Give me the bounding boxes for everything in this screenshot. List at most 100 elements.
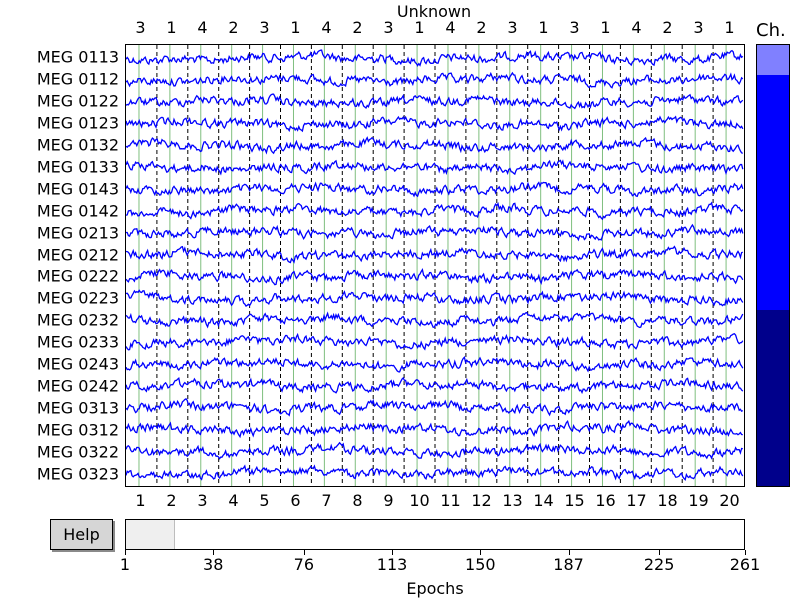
condition-label: 2	[228, 18, 239, 37]
epoch-scroll-tick-mark	[745, 550, 746, 555]
condition-label: 2	[662, 18, 673, 37]
epoch-scroll-tick-mark	[568, 550, 570, 555]
channel-trace[interactable]	[126, 201, 744, 221]
channel-trace[interactable]	[126, 311, 744, 329]
epoch-tick-label: 8	[352, 491, 363, 510]
condition-label: 4	[197, 18, 208, 37]
condition-label: 1	[538, 18, 549, 37]
condition-label: 3	[259, 18, 270, 37]
condition-label: 3	[507, 18, 518, 37]
channel-trace[interactable]	[126, 136, 744, 155]
channel-label[interactable]: MEG 0222	[36, 266, 119, 286]
channel-label[interactable]: MEG 0312	[36, 420, 119, 440]
epoch-scroll-tick-label: 261	[729, 555, 761, 574]
epoch-scroll-tick-mark	[659, 550, 661, 555]
condition-label: 4	[445, 18, 456, 37]
epoch-tick-label: 5	[259, 491, 270, 510]
condition-label: 1	[600, 18, 611, 37]
epoch-scroll-tick-label: 38	[203, 555, 224, 574]
epoch-scroll-tick-mark	[392, 550, 394, 555]
epoch-tick-label: 10	[409, 491, 430, 510]
channel-trace[interactable]	[126, 441, 743, 460]
epochs-plot-area[interactable]	[125, 44, 745, 487]
epoch-tick-label: 17	[626, 491, 647, 510]
epoch-scroll-tick-label: 187	[553, 555, 584, 574]
channel-trace[interactable]	[126, 268, 744, 286]
channel-label[interactable]: MEG 0243	[36, 354, 119, 374]
channel-label[interactable]: MEG 0232	[36, 310, 119, 330]
epoch-scroll-tick-label: 113	[376, 555, 408, 574]
condition-label: 1	[724, 18, 735, 37]
channel-trace[interactable]	[126, 332, 744, 351]
channel-label[interactable]: MEG 0112	[36, 69, 119, 89]
channel-label[interactable]: MEG 0212	[36, 245, 119, 265]
condition-label: 1	[414, 18, 425, 37]
condition-label: 1	[166, 18, 177, 37]
epoch-scrollbar-thumb[interactable]	[126, 520, 175, 549]
epoch-scroll-tick-mark	[213, 550, 215, 555]
channel-scroll-segment[interactable]	[757, 309, 789, 486]
epoch-tick-label: 18	[657, 491, 678, 510]
epoch-tick-label: 13	[502, 491, 523, 510]
channel-label[interactable]: MEG 0113	[36, 47, 119, 67]
epoch-tick-label: 7	[321, 491, 332, 510]
channel-trace[interactable]	[126, 289, 744, 308]
epoch-scroll-tick-mark	[125, 550, 126, 555]
epoch-scroll-tick-label: 1	[119, 555, 131, 574]
epoch-tick-label: 15	[564, 491, 585, 510]
channel-scroll-title: Ch.	[756, 20, 786, 41]
epoch-tick-label: 12	[471, 491, 492, 510]
condition-label: 3	[569, 18, 580, 37]
epochs-traces	[126, 45, 744, 486]
channel-label[interactable]: MEG 0223	[36, 288, 119, 308]
channel-trace[interactable]	[126, 49, 744, 67]
channel-label[interactable]: MEG 0313	[36, 398, 119, 418]
channel-label[interactable]: MEG 0123	[36, 113, 119, 133]
epoch-tick-label: 4	[228, 491, 239, 510]
channel-scrollbar[interactable]	[756, 44, 790, 487]
condition-label: 2	[352, 18, 363, 37]
help-button[interactable]: Help	[50, 519, 113, 550]
channel-trace[interactable]	[126, 464, 744, 482]
plot-title: Unknown	[396, 2, 472, 21]
epochs-axis-label: Epochs	[406, 579, 464, 598]
channel-label[interactable]: MEG 0322	[36, 442, 119, 462]
epoch-scroll-tick-label: 150	[465, 555, 496, 574]
epoch-scroll-tick-mark	[480, 550, 482, 555]
channel-trace[interactable]	[126, 93, 744, 110]
epoch-tick-label: 11	[440, 491, 461, 510]
condition-label: 3	[693, 18, 704, 37]
channel-trace[interactable]	[126, 181, 744, 198]
channel-trace[interactable]	[126, 245, 743, 264]
epoch-tick-label: 19	[688, 491, 709, 510]
epoch-scroll-tick-label: 225	[643, 555, 675, 574]
channel-label[interactable]: MEG 0242	[36, 376, 119, 396]
channel-trace[interactable]	[126, 397, 744, 417]
channel-label[interactable]: MEG 0122	[36, 91, 119, 111]
channel-label[interactable]: MEG 0323	[36, 464, 119, 484]
condition-label: 3	[135, 18, 146, 37]
channel-trace[interactable]	[126, 71, 744, 89]
channel-trace[interactable]	[126, 356, 744, 373]
epoch-tick-label: 14	[533, 491, 554, 510]
channel-trace[interactable]	[126, 115, 744, 133]
channel-trace[interactable]	[126, 376, 744, 395]
epoch-scrollbar[interactable]	[125, 519, 745, 550]
channel-label[interactable]: MEG 0132	[36, 135, 119, 155]
channel-trace[interactable]	[126, 223, 744, 242]
channel-label[interactable]: MEG 0142	[36, 201, 119, 221]
epoch-tick-label: 9	[383, 491, 394, 510]
channel-label[interactable]: MEG 0233	[36, 332, 119, 352]
channel-scroll-segment[interactable]	[757, 74, 789, 310]
channel-label[interactable]: MEG 0133	[36, 157, 119, 177]
condition-label: 4	[631, 18, 642, 37]
channel-label[interactable]: MEG 0213	[36, 223, 119, 243]
channel-trace[interactable]	[126, 419, 743, 439]
channel-label[interactable]: MEG 0143	[36, 179, 119, 199]
channel-scroll-segment[interactable]	[757, 45, 789, 75]
channel-trace[interactable]	[126, 159, 744, 176]
epoch-tick-label: 2	[166, 491, 177, 510]
epoch-tick-label: 1	[135, 491, 146, 510]
epoch-tick-label: 6	[290, 491, 301, 510]
condition-label: 1	[290, 18, 301, 37]
